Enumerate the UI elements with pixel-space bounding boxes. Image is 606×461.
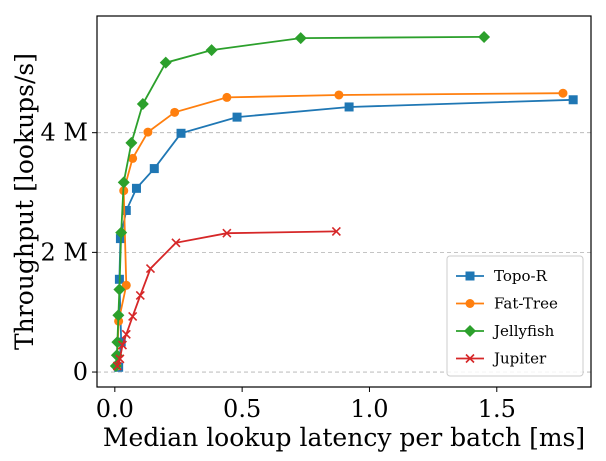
data-point-fat-tree — [121, 280, 131, 290]
data-point-jupiter — [112, 361, 122, 371]
x-axis-label: Median lookup latency per batch [ms] — [103, 423, 585, 452]
series-line-jellyfish — [114, 36, 485, 367]
data-point-jellyfish — [111, 336, 124, 349]
legend-marker — [464, 325, 476, 337]
data-point-topo-r — [232, 112, 242, 122]
data-point-jellyfish — [112, 309, 125, 322]
y-tick-label: 0 — [73, 358, 88, 386]
data-point-jupiter — [121, 329, 131, 339]
data-point-topo-r — [344, 102, 354, 112]
legend: Topo-R Fat-Tree Jellyfish Jupiter — [446, 255, 584, 377]
series-jupiter — [112, 226, 341, 371]
data-point-jellyfish — [125, 136, 138, 149]
data-point-jellyfish — [136, 97, 149, 110]
data-point-jupiter — [128, 311, 138, 321]
x-tick-label: 1.0 — [350, 395, 388, 423]
grid-lines — [97, 132, 591, 373]
series-jellyfish — [109, 30, 491, 373]
data-point-fat-tree — [143, 127, 153, 137]
series-line-jupiter — [116, 230, 337, 367]
data-point-jellyfish — [113, 283, 126, 296]
data-point-jellyfish — [159, 56, 172, 69]
legend-item: Jellyfish — [456, 322, 555, 340]
x-axis: 0.0 0.5 1.0 1.5 — [96, 387, 516, 423]
legend-marker — [465, 271, 475, 281]
legend-item: Topo-R — [456, 267, 548, 285]
data-point-jellyfish — [115, 226, 128, 239]
legend-label: Jupiter — [492, 350, 547, 368]
data-point-jupiter — [135, 290, 145, 301]
y-axis: 0 2 M 4 M — [41, 119, 97, 386]
plot-frame — [96, 15, 592, 388]
y-tick-label: 2 M — [41, 238, 88, 266]
legend-box — [446, 255, 584, 377]
data-point-fat-tree — [222, 92, 232, 102]
series-layer — [109, 30, 578, 373]
data-point-topo-r — [131, 183, 141, 193]
data-point-fat-tree — [128, 153, 138, 163]
data-point-jupiter — [331, 226, 341, 236]
data-point-jellyfish — [294, 32, 307, 45]
legend-label: Topo-R — [494, 267, 548, 285]
x-tick-label: 1.5 — [478, 395, 516, 423]
data-point-topo-r — [568, 95, 578, 105]
x-tick-label: 0.0 — [96, 395, 134, 423]
legend-marker — [465, 353, 475, 364]
data-point-jupiter — [117, 340, 128, 350]
data-point-jupiter — [145, 263, 156, 274]
y-axis-label: Throughput [lookups/s] — [10, 53, 39, 350]
data-point-fat-tree — [170, 107, 180, 117]
data-point-jellyfish — [205, 44, 218, 57]
legend-item: Fat-Tree — [456, 295, 558, 313]
legend-label: Fat-Tree — [494, 295, 558, 313]
data-point-topo-r — [121, 205, 131, 215]
data-point-jupiter — [222, 228, 232, 238]
data-point-fat-tree — [334, 90, 344, 100]
data-point-jellyfish — [117, 176, 130, 189]
data-point-jellyfish — [478, 30, 491, 43]
series-fat-tree — [112, 88, 568, 371]
series-line-fat-tree — [116, 92, 564, 367]
data-point-jupiter — [115, 354, 125, 364]
data-point-topo-r — [149, 164, 159, 174]
data-point-fat-tree — [558, 88, 568, 98]
y-tick-label: 4 M — [41, 119, 88, 147]
legend-marker — [465, 299, 475, 308]
x-tick-label: 0.5 — [223, 395, 261, 423]
data-point-topo-r — [176, 128, 186, 138]
data-point-jupiter — [171, 238, 181, 248]
legend-label: Jellyfish — [492, 322, 555, 340]
legend-item: Jupiter — [456, 350, 547, 368]
